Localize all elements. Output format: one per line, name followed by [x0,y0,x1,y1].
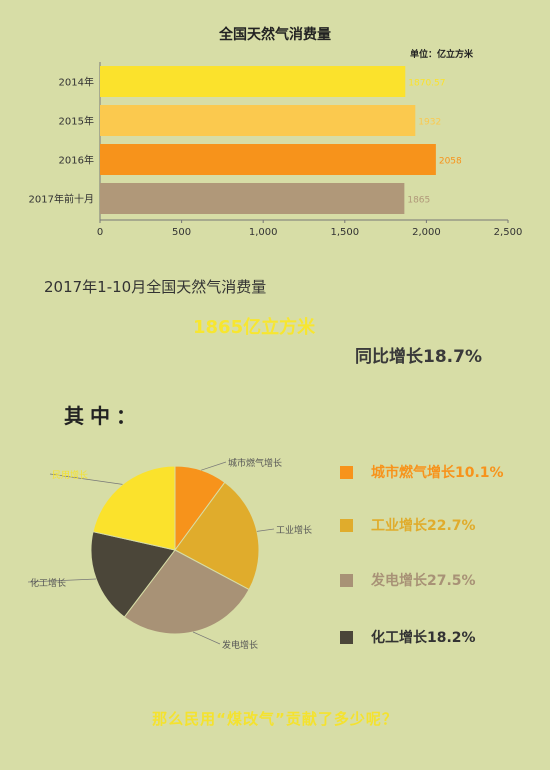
pie-slice [123,549,250,635]
legend-item-industry: 工业增长22.7% [340,515,476,535]
x-tick-label: 0 [97,227,103,238]
pie-callout-line [256,528,275,532]
bar [100,66,406,97]
data-label: 2058 [439,157,462,167]
pie-slice-label: 工业增长 [276,524,312,536]
data-label: 1932 [418,118,441,128]
summary-growth: 同比增长18.7% [355,347,482,367]
legend-swatch [340,518,353,532]
x-tick-label: 2,000 [412,227,441,238]
legend-text: 化工增长18.2% [371,630,476,646]
category-label: 2015年 [59,115,94,128]
pie-slice [92,465,176,551]
legend-item-power: 发电增长27.5% [340,570,476,590]
pie-slice-label: 民用增长 [52,469,88,481]
bar-chart-title: 全国天然气消费量 [219,27,331,43]
pie-slice-label: 化工增长 [30,577,66,589]
pie-slice-label: 城市燃气增长 [228,457,282,469]
legend-text: 发电增长27.5% [371,573,476,589]
legend-text: 工业增长22.7% [371,518,476,534]
x-tick-label: 500 [172,227,191,238]
data-label: 1870.57 [408,79,445,89]
bar [100,105,416,136]
legend-item-chemical: 化工增长18.2% [340,627,476,647]
category-label: 2017年前十月 [29,193,94,206]
pie-callout-line [201,461,227,471]
bar-chart-unit-label: 单位：亿立方米 [410,50,474,60]
x-tick-label: 1,500 [330,227,359,238]
pie-callout-line [192,631,221,645]
pie-callout-line [49,473,123,485]
legend-item-city-gas: 城市燃气增长10.1% [340,462,504,482]
legend-swatch [340,573,353,587]
bar [100,144,436,175]
summary-total: 1865亿立方米 [193,317,316,338]
category-label: 2014年 [59,76,94,89]
pie-callout-line [27,578,97,583]
summary-title: 2017年1-10月全国天然气消费量 [44,278,267,296]
legend-text: 城市燃气增长10.1% [371,465,504,481]
legend-swatch [340,465,353,479]
x-tick-label: 1,000 [249,227,278,238]
bar-chart: 2014年 1870.57 2015年 1932 2016年 2058 2017年前十月 18… [29,62,523,238]
section-heading: 其中： [64,404,142,428]
data-label: 1865 [407,196,430,206]
legend-swatch [340,630,353,644]
pie-slice-label: 发电增长 [222,639,258,651]
pie-slice [90,531,176,618]
bar [100,183,405,214]
category-label: 2016年 [59,154,94,167]
x-tick-label: 2,500 [494,227,523,238]
footer-question: 那么民用“煤改气”贡献了多少呢？ [152,710,398,728]
